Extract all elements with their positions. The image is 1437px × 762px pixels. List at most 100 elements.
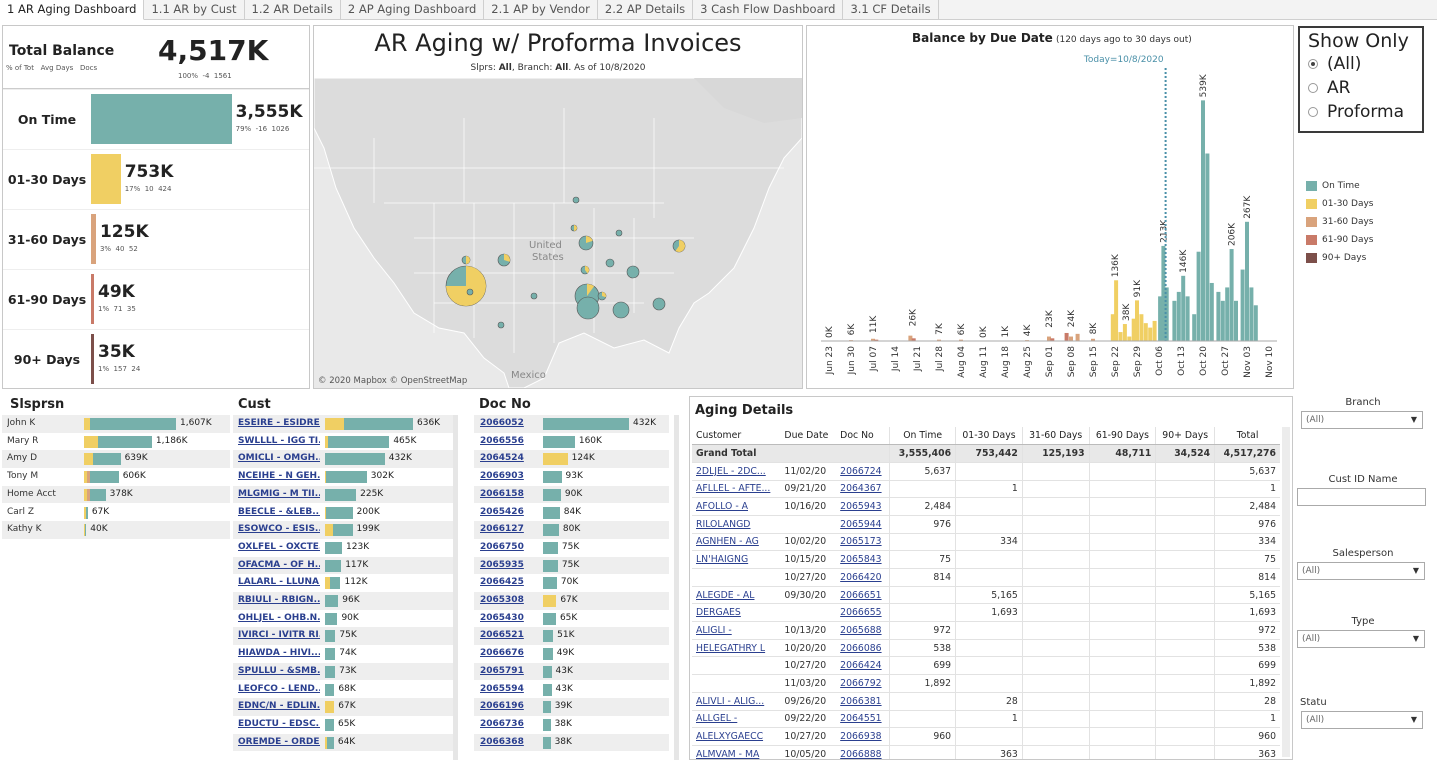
aging-cell[interactable]: 2066724: [836, 462, 890, 481]
docno-name-link[interactable]: 2065426: [480, 506, 524, 517]
docno-name-link[interactable]: 2066556: [480, 435, 524, 446]
aging-cell[interactable]: HELEGATHRY L: [692, 639, 781, 658]
cust-row[interactable]: ESEIRE - ESIDRE... 636K: [233, 415, 453, 433]
slsprsn-row[interactable]: John K 1,607K: [2, 415, 230, 433]
cust-name-link[interactable]: OXLFEL - OXCTE...: [238, 541, 320, 552]
slsprsn-row[interactable]: Amy D 639K: [2, 450, 230, 469]
docno-scrollbar[interactable]: [674, 415, 679, 760]
slsprsn-row[interactable]: Mary R 1,186K: [2, 433, 230, 451]
cust-name-link[interactable]: LALARL - LLUNA...: [238, 577, 320, 588]
due-date-bar[interactable]: [1110, 314, 1115, 341]
aging-cell[interactable]: ALMVAM - MA: [692, 745, 781, 759]
docno-row[interactable]: 2065426 84K: [474, 504, 669, 522]
aging-cell[interactable]: 2DLJEL - 2DC...: [692, 462, 781, 481]
due-date-bar[interactable]: [1158, 296, 1163, 341]
doc-no-link[interactable]: 2066724: [840, 465, 882, 477]
customer-link[interactable]: ALIGLI -: [696, 624, 732, 636]
docno-name-link[interactable]: 2065594: [480, 683, 524, 694]
due-date-bar[interactable]: [1135, 300, 1139, 341]
aging-header-cell[interactable]: 90+ Days: [1155, 427, 1215, 446]
branch-filter-dropdown[interactable]: (All) ▼: [1301, 411, 1423, 429]
due-date-bar[interactable]: [1196, 251, 1201, 341]
doc-no-link[interactable]: 2066086: [840, 642, 882, 654]
due-date-bar[interactable]: [1064, 332, 1069, 341]
cust-row[interactable]: HIAWDA - HIVI... 74K: [233, 645, 453, 663]
customer-link[interactable]: AFLLEL - AFTE...: [696, 483, 771, 495]
cust-name-link[interactable]: ESEIRE - ESIDRE...: [238, 418, 320, 428]
map-pie-marker[interactable]: [626, 265, 640, 279]
due-date-bar[interactable]: [1131, 318, 1136, 341]
due-date-bar[interactable]: [1172, 300, 1177, 341]
due-date-bar[interactable]: [1245, 221, 1249, 341]
due-date-bar[interactable]: [1220, 300, 1225, 341]
due-date-bar[interactable]: [1176, 291, 1181, 341]
due-date-bar[interactable]: [1209, 282, 1214, 341]
customer-link[interactable]: ALIVLI - ALIG...: [696, 695, 765, 707]
docno-name-link[interactable]: 2065308: [480, 595, 524, 605]
customer-link[interactable]: ALELXYGAECC: [696, 731, 764, 743]
customer-link[interactable]: AGNHEN - AG: [696, 536, 759, 548]
aging-row[interactable]: ALELXYGAECC 10/27/20 2066938 960 960: [692, 727, 1280, 746]
slsprsn-row[interactable]: Carl Z 67K: [2, 504, 230, 522]
aging-cell[interactable]: 2065944: [836, 515, 890, 534]
due-date-bar[interactable]: [1185, 296, 1190, 341]
docno-name-link[interactable]: 2066196: [480, 701, 524, 712]
customer-link[interactable]: ALEGDE - AL: [696, 589, 755, 601]
map-pie-marker[interactable]: [576, 296, 600, 320]
slsprsn-row[interactable]: Kathy K 40K: [2, 521, 230, 539]
due-date-bar[interactable]: [1240, 269, 1245, 341]
due-date-bar[interactable]: [937, 339, 941, 341]
cust-name-link[interactable]: SPULLU - &SMB...: [238, 665, 320, 676]
docno-name-link[interactable]: 2064524: [480, 453, 524, 464]
aging-cell[interactable]: 2066420: [836, 568, 890, 587]
docno-row[interactable]: 2065308 67K: [474, 592, 669, 610]
aging-row[interactable]: 2DLJEL - 2DC... 11/02/20 2066724 5,637 5,637: [692, 462, 1280, 481]
due-date-bar[interactable]: [1114, 280, 1119, 341]
due-date-bar[interactable]: [1143, 323, 1148, 341]
docno-row[interactable]: 2066556 160K: [474, 433, 669, 451]
docno-row[interactable]: 2066368 38K: [474, 733, 669, 752]
doc-no-link[interactable]: 2066938: [840, 731, 882, 743]
due-date-bar[interactable]: [1091, 338, 1095, 341]
customer-link[interactable]: ALLGEL -: [696, 713, 738, 725]
doc-no-link[interactable]: 2065688: [840, 624, 882, 636]
cust-row[interactable]: OMICLI - OMGH... 432K: [233, 450, 453, 469]
map-pie-marker[interactable]: [466, 288, 474, 296]
cust-name-link[interactable]: SWLLLL - IGG TI...: [238, 435, 320, 446]
aging-cell[interactable]: ALIGLI -: [692, 621, 781, 640]
aging-cell[interactable]: AGNHEN - AG: [692, 533, 781, 552]
docno-row[interactable]: 2066736 38K: [474, 716, 669, 734]
radio-icon[interactable]: [1308, 107, 1318, 117]
cust-row[interactable]: RBIULI - RBIGN... 96K: [233, 592, 453, 610]
doc-no-link[interactable]: 2066655: [840, 607, 882, 619]
aging-row[interactable]: AFLLEL - AFTE... 09/21/20 2064367 1 1: [692, 480, 1280, 499]
doc-no-link[interactable]: 2066792: [840, 677, 882, 689]
aging-cell[interactable]: 2065943: [836, 497, 890, 516]
aging-header-cell[interactable]: Customer: [692, 427, 781, 446]
show-only-option[interactable]: (All): [1308, 52, 1422, 76]
tab-7[interactable]: 3 Cash Flow Dashboard: [693, 0, 844, 20]
due-date-bar[interactable]: [1205, 153, 1210, 342]
doc-no-link[interactable]: 2065173: [840, 536, 882, 548]
due-date-bar[interactable]: [1201, 100, 1205, 341]
due-date-bar[interactable]: [1127, 336, 1132, 341]
map-pie-marker[interactable]: [530, 292, 538, 300]
cust-id-filter-input[interactable]: [1297, 488, 1426, 506]
map-pie-marker[interactable]: [578, 235, 594, 251]
aging-row[interactable]: ALMVAM - MA 10/05/20 2066888 363 363: [692, 745, 1280, 759]
cust-row[interactable]: SPULLU - &SMB... 73K: [233, 662, 453, 681]
doc-no-link[interactable]: 2066651: [840, 589, 882, 601]
aging-cell[interactable]: 2065843: [836, 550, 890, 569]
tab-8[interactable]: 3.1 CF Details: [843, 0, 939, 20]
aging-cell[interactable]: 2064367: [836, 480, 890, 499]
due-date-bar[interactable]: [1192, 314, 1197, 341]
map-pie-marker[interactable]: [445, 265, 487, 307]
cust-name-link[interactable]: EDUCTU - EDSC...: [238, 718, 320, 729]
cust-name-link[interactable]: OFACMA - OF H...: [238, 559, 320, 570]
aging-header-cell[interactable]: 31-60 Days: [1021, 427, 1090, 446]
aging-row[interactable]: DERGAES 2066655 1,693 1,693: [692, 603, 1280, 623]
due-date-bar[interactable]: [1253, 305, 1258, 341]
bucket-row[interactable]: 01-30 Days 753K 17% 10 424: [3, 149, 309, 209]
type-filter-dropdown[interactable]: (All) ▼: [1297, 630, 1425, 648]
docno-name-link[interactable]: 2066127: [480, 524, 524, 535]
